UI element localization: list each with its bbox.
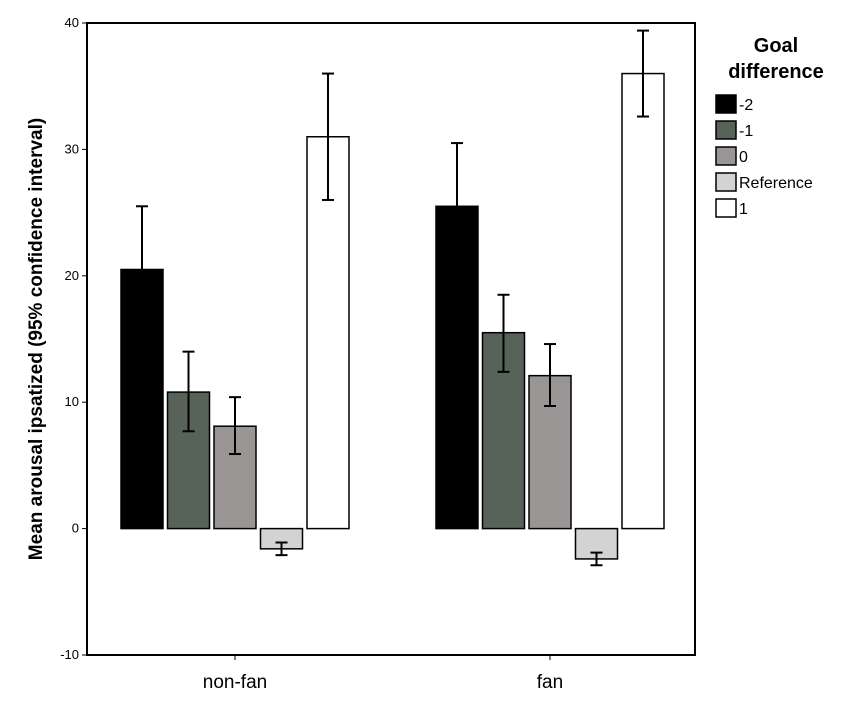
- legend-title-line-2: difference: [728, 61, 824, 83]
- legend-title-line-1: Goal: [754, 35, 798, 57]
- y-tick-label: 40: [65, 15, 79, 30]
- legend-label-Reference: Reference: [739, 175, 813, 192]
- y-tick-label: 10: [65, 394, 79, 409]
- legend-swatch--1: [715, 120, 737, 140]
- y-tick-label: -10: [60, 647, 79, 662]
- y-tick-label: 30: [65, 141, 79, 156]
- x-category-label: fan: [537, 672, 563, 693]
- legend-swatch--2: [715, 94, 737, 114]
- legend-swatch-Reference: [715, 172, 737, 192]
- bars-layer: [120, 29, 665, 567]
- legend-label--2: -2: [739, 97, 753, 114]
- bar-non-fan-1: [306, 136, 350, 530]
- legend-label-1: 1: [739, 201, 748, 218]
- x-category-label: non-fan: [203, 672, 267, 693]
- y-axis-label: Mean arousal ipsatized (95% confidence i…: [26, 118, 47, 560]
- legend: Goal difference -2 -1 0 Reference 1: [715, 35, 824, 218]
- y-tick-label: 0: [72, 521, 79, 536]
- legend-items: -2 -1 0 Reference 1: [715, 94, 813, 218]
- legend-swatch-0: [715, 146, 737, 166]
- y-tick-label: 20: [65, 268, 79, 283]
- y-axis-ticks: -10 0 10 20 30 40: [60, 15, 87, 662]
- bar-fan-1: [621, 72, 665, 530]
- legend-label--1: -1: [739, 123, 753, 140]
- legend-label-0: 0: [739, 149, 748, 166]
- plot-frame: [86, 22, 696, 656]
- legend-swatch-1: [715, 198, 737, 218]
- x-axis-categories: non-fan fan: [203, 655, 563, 693]
